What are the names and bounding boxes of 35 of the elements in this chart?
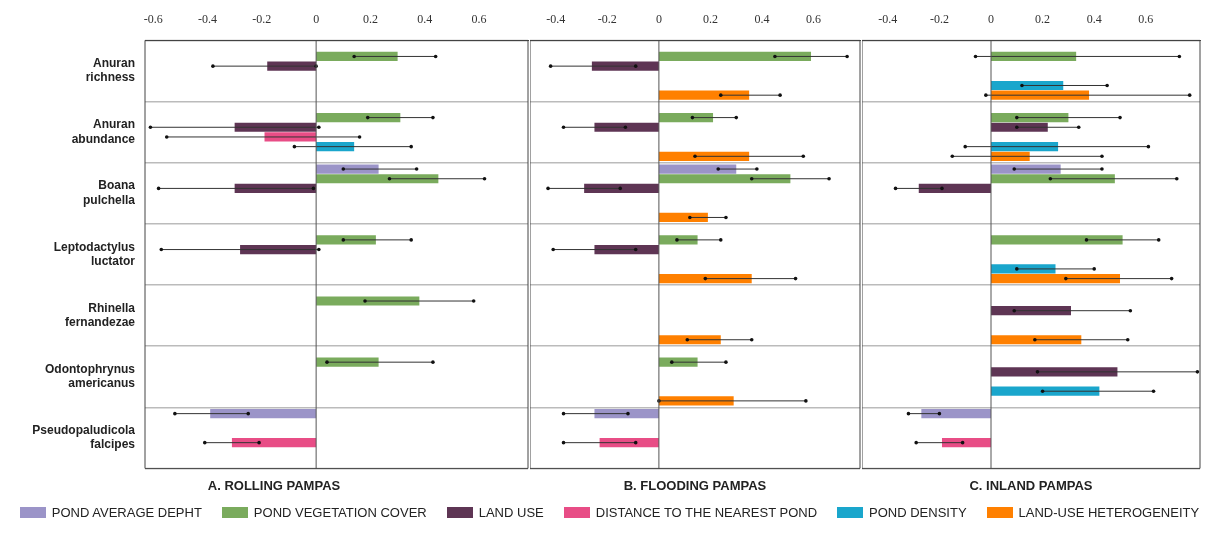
x-tick-label: -0.2 xyxy=(929,12,949,27)
y-tick-label: Pseudopaludicola falcipes xyxy=(32,422,136,452)
legend-label: POND AVERAGE DEPHT xyxy=(51,505,202,520)
x-tick-label: -0.2 xyxy=(597,12,617,27)
x-tick-label: 0.6 xyxy=(806,12,822,27)
legend-label: LAND USE xyxy=(478,505,544,520)
x-tick-label: 0.2 xyxy=(702,12,718,27)
y-tick-label: Anuran richness xyxy=(85,56,136,85)
x-tick-label: 0.6 xyxy=(471,12,487,27)
x-tick-label: -0.4 xyxy=(546,12,566,27)
x-tick-label: 0.4 xyxy=(417,12,433,27)
x-tick-label: 0.6 xyxy=(1138,12,1154,27)
text: C. INLAND PAMPAS xyxy=(969,477,1093,493)
legend-label: DISTANCE TO THE NEAREST POND xyxy=(595,505,818,520)
x-tick-label: 0 xyxy=(988,12,995,27)
legend-label: POND VEGETATION COVER xyxy=(253,505,427,520)
x-tick-label: -0.6 xyxy=(143,12,163,27)
y-tick-label: Odontophrynus americanus xyxy=(45,361,136,391)
y-tick-label: Leptodactylus luctator xyxy=(53,239,136,268)
y-tick-label: Anuran abundance xyxy=(71,117,136,146)
x-tick-label: -0.4 xyxy=(878,12,898,27)
x-tick-label: 0.2 xyxy=(362,12,378,27)
x-tick-label: 0.2 xyxy=(1035,12,1051,27)
x-tick-label: 0 xyxy=(655,12,662,27)
y-tick-label: Boana pulchella xyxy=(82,178,136,207)
x-tick-label: 0 xyxy=(313,12,320,27)
x-tick-label: 0.4 xyxy=(754,12,770,27)
text: B. FLOODING PAMPAS xyxy=(623,477,767,493)
legend-label: LAND-USE HETEROGENEITY xyxy=(1018,505,1200,520)
y-tick-label: Rhinella fernandezae xyxy=(64,300,136,330)
text: A. ROLLING PAMPAS xyxy=(207,477,341,493)
x-tick-label: 0.4 xyxy=(1086,12,1102,27)
x-tick-label: -0.4 xyxy=(197,12,217,27)
legend-label: POND DENSITY xyxy=(869,505,967,520)
x-tick-label: -0.2 xyxy=(252,12,272,27)
